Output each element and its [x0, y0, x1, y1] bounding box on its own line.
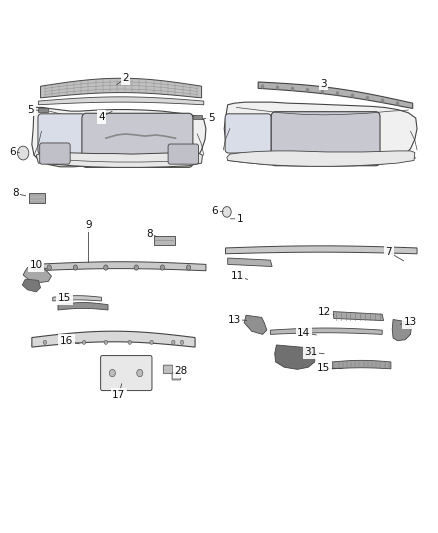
Polygon shape: [36, 152, 202, 167]
Text: 6: 6: [212, 206, 218, 216]
Polygon shape: [275, 345, 315, 369]
FancyBboxPatch shape: [225, 114, 271, 153]
Circle shape: [291, 86, 294, 91]
Circle shape: [128, 340, 131, 344]
Polygon shape: [53, 296, 102, 301]
Circle shape: [47, 265, 51, 270]
FancyBboxPatch shape: [38, 114, 85, 154]
Polygon shape: [392, 319, 411, 341]
FancyBboxPatch shape: [271, 112, 380, 166]
Text: 3: 3: [320, 78, 327, 88]
Polygon shape: [39, 97, 204, 105]
Text: 12: 12: [318, 306, 331, 317]
Circle shape: [43, 340, 47, 344]
Polygon shape: [244, 316, 267, 334]
Text: 7: 7: [385, 247, 392, 257]
Circle shape: [172, 340, 175, 344]
Polygon shape: [154, 236, 175, 245]
Circle shape: [104, 340, 108, 344]
Circle shape: [186, 265, 191, 270]
FancyBboxPatch shape: [168, 144, 198, 164]
Text: 10: 10: [30, 261, 43, 270]
Text: 5: 5: [208, 113, 215, 123]
FancyBboxPatch shape: [163, 365, 173, 374]
Text: 16: 16: [60, 336, 73, 346]
Circle shape: [150, 340, 153, 344]
Text: 1: 1: [237, 214, 243, 224]
Circle shape: [366, 96, 369, 100]
Circle shape: [351, 93, 354, 98]
Circle shape: [276, 85, 279, 90]
Circle shape: [321, 90, 324, 94]
Circle shape: [18, 146, 29, 160]
Polygon shape: [333, 312, 384, 320]
Polygon shape: [58, 303, 108, 310]
Circle shape: [160, 265, 165, 270]
Text: 5: 5: [28, 104, 34, 115]
Circle shape: [73, 265, 78, 270]
Text: 15: 15: [58, 293, 71, 303]
Circle shape: [82, 340, 86, 344]
Circle shape: [261, 84, 264, 88]
Text: 15: 15: [317, 364, 330, 373]
Polygon shape: [193, 115, 202, 119]
FancyBboxPatch shape: [101, 356, 152, 391]
Text: 2: 2: [122, 73, 129, 83]
Text: 8: 8: [12, 188, 19, 198]
Text: 14: 14: [297, 328, 311, 338]
Text: 13: 13: [228, 314, 241, 325]
Polygon shape: [29, 193, 45, 203]
Polygon shape: [224, 102, 417, 160]
Text: 6: 6: [9, 147, 16, 157]
Text: 8: 8: [146, 229, 153, 239]
Polygon shape: [23, 268, 51, 282]
Circle shape: [134, 265, 138, 270]
Text: 31: 31: [305, 348, 318, 358]
Polygon shape: [32, 331, 195, 347]
FancyBboxPatch shape: [82, 114, 193, 167]
Polygon shape: [39, 109, 48, 112]
Polygon shape: [32, 108, 206, 167]
Circle shape: [223, 207, 231, 217]
Circle shape: [396, 101, 399, 106]
Polygon shape: [332, 360, 391, 369]
Polygon shape: [41, 78, 201, 98]
Circle shape: [104, 265, 108, 270]
Polygon shape: [270, 328, 382, 334]
Polygon shape: [34, 262, 206, 271]
Text: 9: 9: [85, 220, 92, 230]
Polygon shape: [258, 82, 413, 109]
Circle shape: [306, 88, 309, 92]
Polygon shape: [226, 246, 417, 254]
Text: 4: 4: [98, 112, 105, 122]
Polygon shape: [22, 279, 41, 292]
Polygon shape: [227, 151, 415, 166]
Circle shape: [137, 369, 143, 377]
FancyBboxPatch shape: [172, 373, 181, 380]
Polygon shape: [228, 258, 272, 266]
Text: 28: 28: [174, 367, 187, 376]
Circle shape: [110, 369, 116, 377]
Circle shape: [381, 99, 384, 103]
Circle shape: [60, 340, 64, 344]
Circle shape: [336, 91, 339, 95]
Text: 13: 13: [404, 317, 417, 327]
Text: 11: 11: [231, 271, 244, 281]
Circle shape: [180, 340, 184, 344]
Text: 17: 17: [112, 390, 126, 400]
FancyBboxPatch shape: [40, 143, 70, 164]
